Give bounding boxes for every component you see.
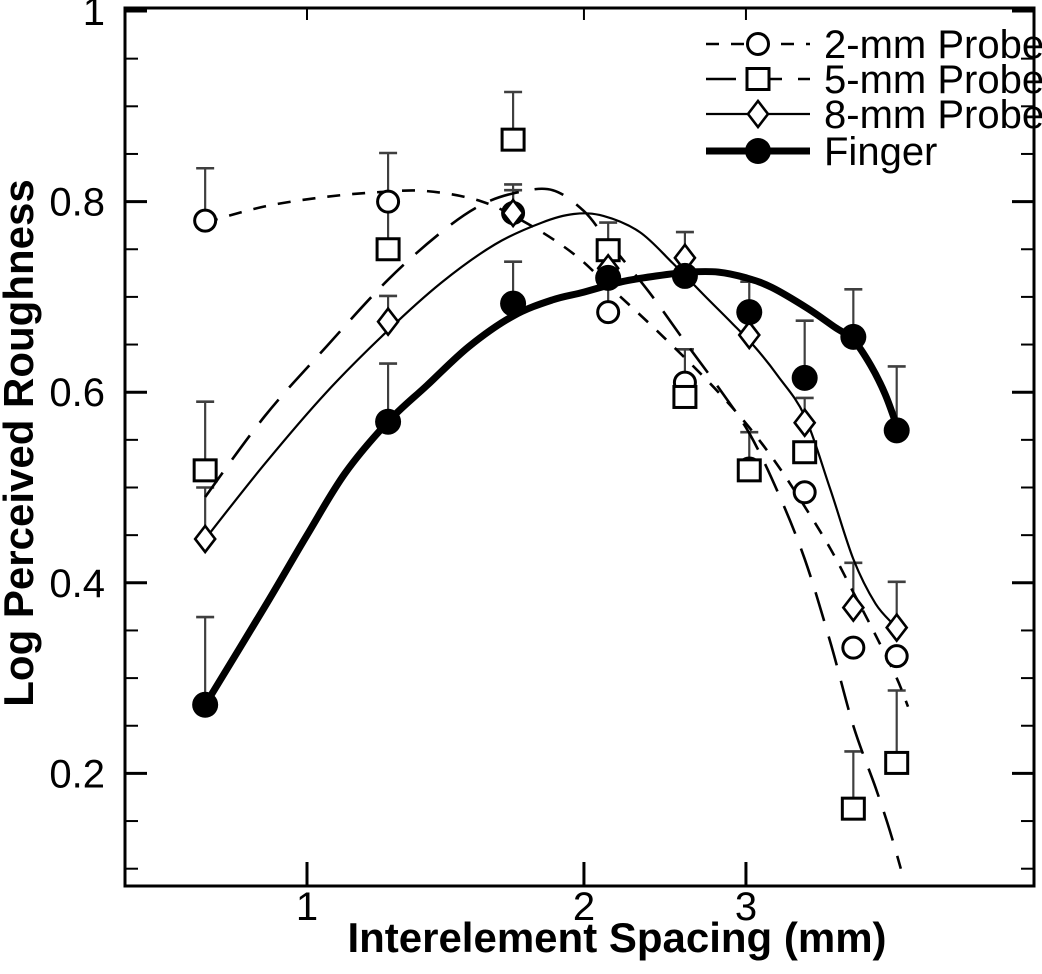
marker-2-mm-probe — [884, 644, 909, 669]
marker-8-mm-probe — [841, 592, 865, 623]
marker-5-mm-probe — [500, 127, 526, 152]
marker-5-mm-probe — [792, 440, 818, 465]
y-tick-label: 0.4 — [49, 562, 105, 606]
series-finger — [192, 262, 910, 718]
marker-finger — [736, 299, 763, 326]
legend-marker-filled-circle — [745, 138, 771, 164]
marker-8-mm-probe — [376, 306, 400, 337]
legend-entry-finger: Finger — [706, 130, 937, 174]
legend-label: 2-mm Probe — [824, 23, 1042, 67]
axis-ticks — [125, 8, 1034, 886]
marker-finger — [192, 691, 219, 718]
marker-8-mm-probe — [501, 197, 525, 229]
error-bar — [887, 689, 906, 763]
y-tick-label: 0.2 — [49, 752, 105, 796]
marker-finger — [375, 408, 402, 435]
marker-finger — [500, 290, 527, 317]
marker-8-mm-probe — [885, 612, 909, 643]
marker-5-mm-probe — [192, 458, 218, 483]
marker-2-mm-probe — [193, 208, 218, 233]
legend-marker-open-square — [745, 67, 771, 91]
marker-5-mm-probe — [672, 384, 698, 409]
legend-marker-open-diamond — [746, 98, 770, 130]
plot-frame — [123, 6, 1036, 888]
legend-entry-5-mm-probe: 5-mm Probe — [706, 58, 1042, 102]
marker-finger — [791, 364, 818, 391]
x-tick-label: 1 — [296, 885, 318, 929]
error-bar — [196, 615, 215, 705]
x-axis-title: Interelement Spacing (mm) — [347, 914, 886, 961]
marker-8-mm-probe — [193, 523, 217, 555]
legend-label: 8-mm Probe — [824, 93, 1042, 137]
data-markers — [192, 127, 910, 821]
marker-finger — [840, 323, 867, 350]
axis-tick-labels: 0.2 0.4 0.6 0.8 1 1 2 3 — [49, 0, 757, 929]
fitted-curves — [202, 187, 910, 870]
legend-entry-8-mm-probe: 8-mm Probe — [706, 93, 1042, 137]
legend-marker-open-circle — [746, 32, 770, 56]
marker-finger — [883, 417, 910, 444]
legend-label: Finger — [824, 130, 937, 174]
marker-8-mm-probe — [793, 407, 817, 438]
curve-5-mm-probe — [204, 187, 903, 870]
marker-finger — [671, 262, 698, 289]
marker-2-mm-probe — [376, 189, 401, 214]
y-tick-label: 0.8 — [49, 181, 105, 225]
legend-label: 5-mm Probe — [824, 58, 1042, 102]
marker-finger — [595, 264, 622, 291]
marker-5-mm-probe — [884, 750, 910, 775]
marker-2-mm-probe — [596, 300, 621, 325]
series-5-mm-probe — [192, 127, 910, 821]
legend-entry-2-mm-probe: 2-mm Probe — [706, 23, 1042, 67]
y-axis-title: Log Perceived Roughness — [0, 179, 42, 706]
y-tick-label: 0.6 — [49, 371, 105, 415]
marker-2-mm-probe — [841, 635, 866, 660]
x-tick-label: 2 — [573, 885, 595, 929]
marker-8-mm-probe — [737, 319, 761, 351]
marker-5-mm-probe — [736, 458, 762, 483]
marker-2-mm-probe — [792, 480, 817, 505]
marker-5-mm-probe — [840, 796, 866, 821]
curve-8-mm-probe — [204, 212, 898, 629]
x-tick-label: 3 — [735, 885, 757, 929]
marker-5-mm-probe — [375, 237, 401, 262]
y-tick-label: 1 — [83, 0, 105, 34]
